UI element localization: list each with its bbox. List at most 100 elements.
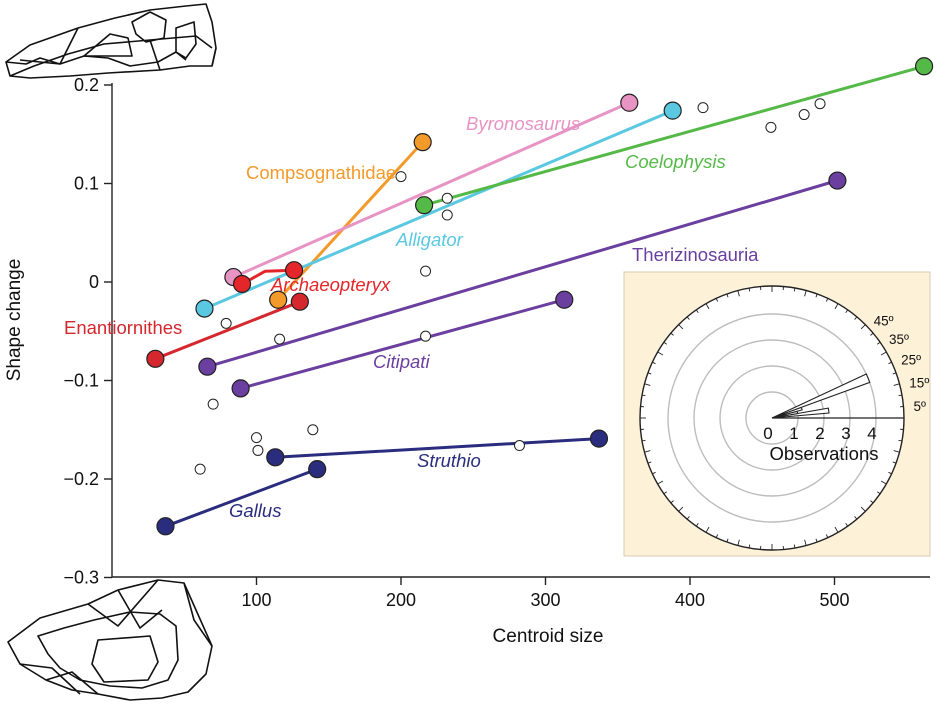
inset-border-tick xyxy=(678,324,684,330)
x-axis-label: Centroid size xyxy=(493,626,604,647)
inset-border-tick xyxy=(825,534,829,538)
inset-border-tick xyxy=(670,500,674,504)
inset-border-tick xyxy=(877,341,881,345)
series-label-therizinosauria: Therizinosauria xyxy=(632,244,759,265)
x-tick-label: 200 xyxy=(386,590,416,610)
inset-border-tick xyxy=(686,316,690,320)
inset-border-tick xyxy=(804,290,807,297)
inset-border-tick xyxy=(670,332,674,336)
x-axis-ticks: 100 200 300 400 500 xyxy=(241,577,850,610)
inset-border-tick xyxy=(647,461,652,464)
data-point-therizinosauria xyxy=(198,357,217,376)
inset-border-tick xyxy=(748,544,751,549)
series-label-citipati: Citipati xyxy=(373,351,430,372)
open-data-point xyxy=(697,102,709,114)
data-point-struthio xyxy=(266,448,285,467)
inset-border-tick xyxy=(737,539,740,546)
inset-border-tick xyxy=(860,506,866,512)
inset-border-tick xyxy=(825,298,829,302)
inset-border-tick xyxy=(641,439,646,442)
open-data-point xyxy=(441,192,453,204)
inset-border-tick xyxy=(695,309,699,313)
inset-border-tick xyxy=(854,316,858,320)
open-points xyxy=(194,98,826,475)
inset-angle-label: 25º xyxy=(901,353,921,368)
axes xyxy=(111,83,930,578)
skull-drawing-bottom-icon xyxy=(7,579,213,701)
inset-border-tick xyxy=(663,491,667,495)
inset-border-tick xyxy=(793,287,796,292)
inset-border-tick xyxy=(845,523,849,527)
skull-drawing-top-icon xyxy=(5,3,217,79)
series-label-compsognathidae: Compsognathidae xyxy=(246,162,396,183)
inset-border-tick xyxy=(898,394,903,397)
inset-r-tick-label: 2 xyxy=(815,424,824,443)
inset-r-tick-label: 3 xyxy=(841,424,850,443)
inset-border-tick xyxy=(715,298,719,302)
inset-border-tick xyxy=(834,526,839,533)
data-point-therizinosauria xyxy=(828,171,847,190)
inset-border-tick xyxy=(695,523,699,527)
inset-border-tick xyxy=(644,383,651,386)
open-data-point xyxy=(814,98,826,110)
data-point-archaeopteryx xyxy=(284,261,304,280)
inset-border-tick xyxy=(644,450,651,453)
inset-border-tick xyxy=(870,332,874,336)
data-point-archaeopteryx xyxy=(232,274,252,294)
open-data-point xyxy=(194,463,206,475)
series-line-byronosaurus xyxy=(231,101,631,279)
inset-r-tick-label: 1 xyxy=(789,424,798,443)
y-tick-label: −0.1 xyxy=(63,371,99,391)
series-line-enantiornithes xyxy=(153,300,302,361)
inset-border-tick xyxy=(647,372,652,375)
open-data-point xyxy=(307,424,319,436)
open-data-point xyxy=(220,317,232,329)
y-tick-label: 0.1 xyxy=(74,174,99,194)
inset-border-tick xyxy=(898,439,903,442)
data-point-alligator xyxy=(663,101,682,120)
inset-border-tick xyxy=(815,293,818,298)
data-point-coelophysis xyxy=(914,57,934,76)
inset-border-tick xyxy=(686,516,690,520)
open-data-point xyxy=(420,265,432,277)
open-data-point xyxy=(798,109,810,121)
inset-angle-label: 5º xyxy=(914,399,927,414)
series-line-coelophysis xyxy=(422,64,926,207)
data-point-compsognathidae xyxy=(413,133,432,152)
x-tick-label: 100 xyxy=(241,590,271,610)
inset-border-tick xyxy=(877,491,881,495)
series-label-archaeopteryx: Archaeopteryx xyxy=(270,274,391,295)
series-label-enantiornithes: Enantiornithes xyxy=(64,317,182,338)
inset-angle-labels: 45º 35º 25º 15º 5º xyxy=(874,313,930,414)
data-point-byronosaurus xyxy=(620,93,639,112)
inset-border-tick xyxy=(663,341,667,345)
inset-bin-wedge xyxy=(771,373,871,419)
inset-border-tick xyxy=(880,351,887,356)
inset-border-tick xyxy=(678,506,684,512)
y-tick-label: 0 xyxy=(89,272,99,292)
open-data-point xyxy=(252,444,264,456)
inset-border-tick xyxy=(845,309,849,313)
series-labels: Compsognathidae Byronosaurus Alligator C… xyxy=(64,113,759,521)
inset-border-tick xyxy=(893,450,900,453)
data-point-enantiornithes xyxy=(290,292,309,311)
inset-border-tick xyxy=(726,293,729,298)
open-data-point xyxy=(274,333,286,345)
inset-border-tick xyxy=(854,516,858,520)
data-point-compsognathidae xyxy=(269,290,288,309)
series-label-coelophysis: Coelophysis xyxy=(625,151,726,172)
data-point-coelophysis xyxy=(415,196,434,215)
series-line-therizinosauria xyxy=(205,179,839,369)
y-axis-label: Shape change xyxy=(4,259,25,382)
open-data-point xyxy=(420,330,432,342)
data-point-citipati xyxy=(231,379,250,398)
inset-border-tick xyxy=(893,383,900,386)
open-data-point xyxy=(251,432,262,444)
open-data-point xyxy=(395,171,407,183)
inset-border-tick xyxy=(641,394,646,397)
y-tick-label: 0.2 xyxy=(74,75,99,95)
x-tick-label: 300 xyxy=(530,590,560,610)
open-data-point xyxy=(441,209,453,221)
